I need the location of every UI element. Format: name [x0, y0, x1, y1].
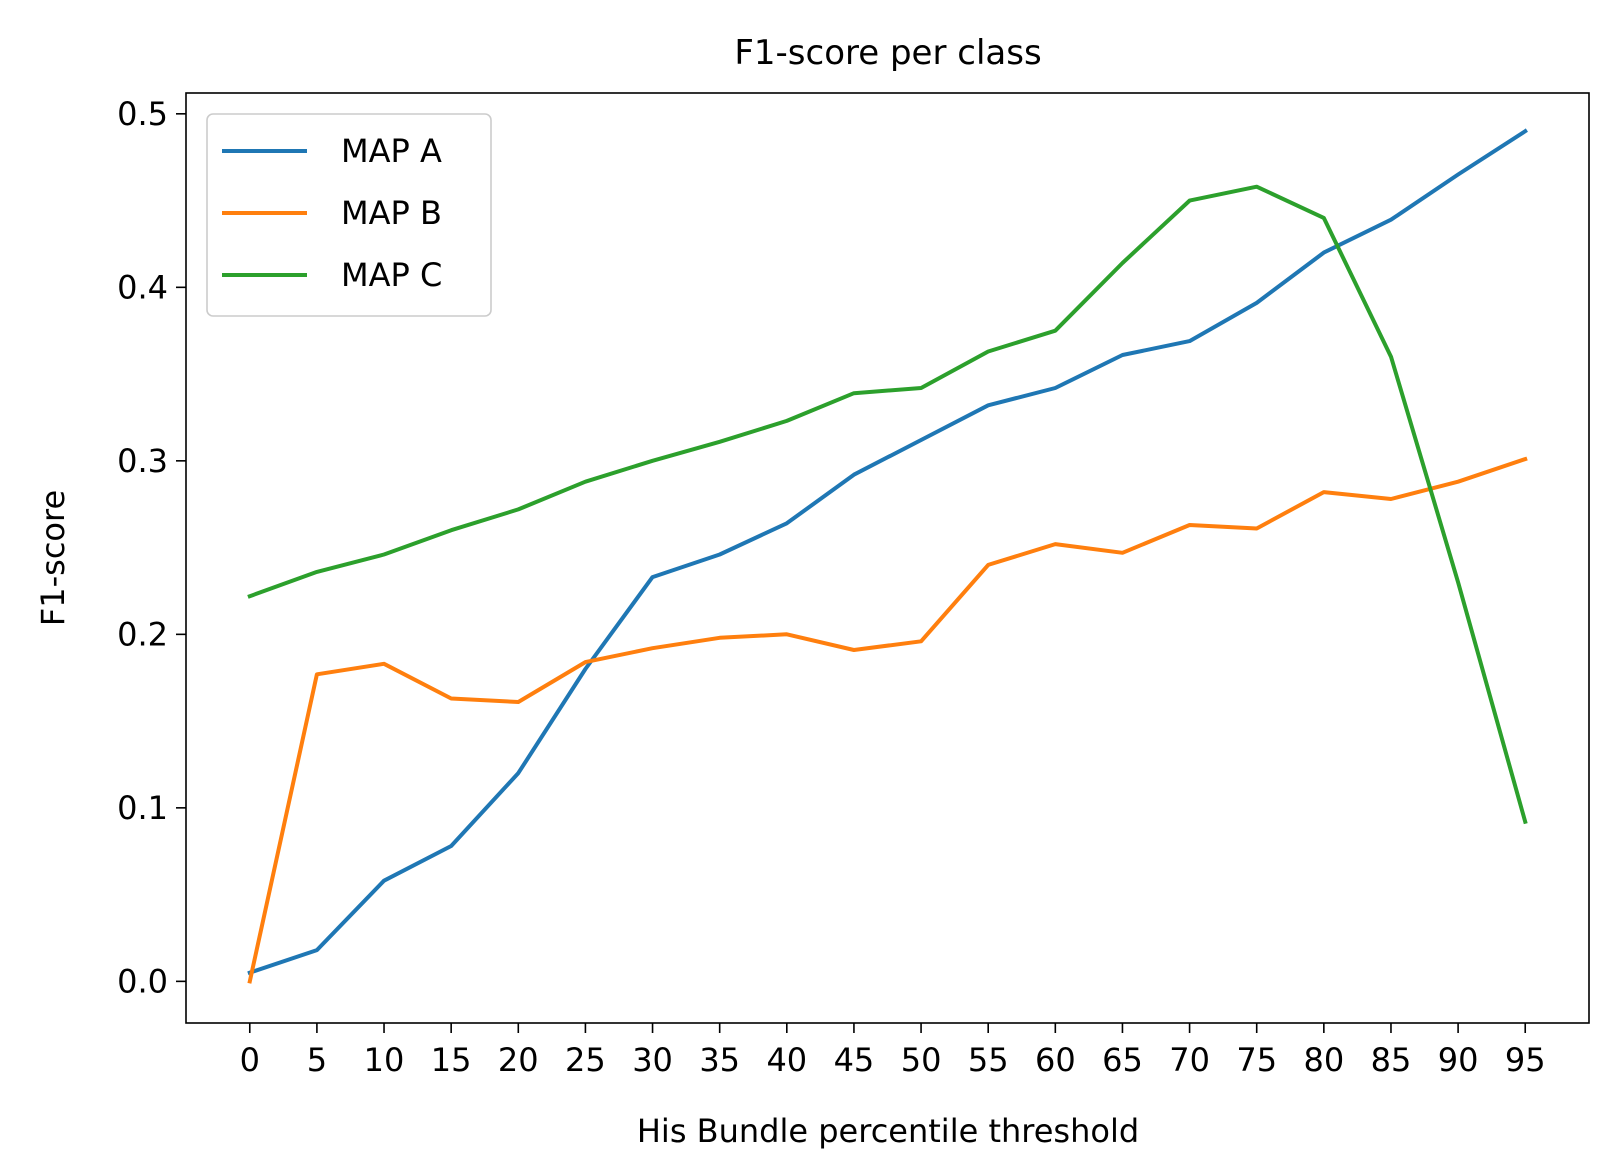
series-line-0 — [247, 128, 1528, 976]
x-tick-label: 10 — [364, 1041, 405, 1079]
y-tick-label: 0.2 — [117, 615, 168, 653]
x-tick-label: 90 — [1438, 1041, 1479, 1079]
x-tick-label: 35 — [699, 1041, 740, 1079]
x-tick-label: 80 — [1303, 1041, 1344, 1079]
y-tick-label: 0.4 — [117, 268, 168, 306]
x-tick-label: 0 — [240, 1041, 260, 1079]
x-tick-label: 20 — [498, 1041, 539, 1079]
x-axis-label: His Bundle percentile threshold — [637, 1112, 1139, 1150]
x-axis: 0 5 10 15 20 25 30 35 40 45 50 55 60 65 70 75 80 85 90 95 — [240, 1023, 1546, 1079]
legend-box — [206, 113, 492, 317]
y-tick-label: 0.1 — [117, 789, 168, 827]
y-tick-label: 0.0 — [117, 962, 168, 1000]
legend-label-2: MAP C — [341, 256, 442, 294]
y-tick-label: 0.5 — [117, 95, 168, 133]
x-tick-label: 40 — [766, 1041, 807, 1079]
x-tick-label: 25 — [565, 1041, 606, 1079]
series-line-2 — [247, 184, 1528, 825]
y-axis-label: F1-score — [34, 490, 72, 626]
x-tick-label: 50 — [901, 1041, 942, 1079]
legend-label-0: MAP A — [341, 132, 442, 170]
series-layer — [247, 128, 1528, 984]
x-tick-label: 85 — [1371, 1041, 1412, 1079]
legend: MAP A MAP B MAP C — [206, 113, 492, 317]
chart-title: F1-score per class — [734, 33, 1041, 73]
x-tick-label: 75 — [1236, 1041, 1277, 1079]
x-tick-label: 55 — [968, 1041, 1009, 1079]
y-tick-label: 0.3 — [117, 442, 168, 480]
x-tick-label: 5 — [307, 1041, 327, 1079]
legend-label-1: MAP B — [341, 194, 442, 232]
series-line-1 — [247, 456, 1528, 984]
x-tick-label: 15 — [431, 1041, 472, 1079]
x-tick-label: 60 — [1035, 1041, 1076, 1079]
x-tick-label: 65 — [1102, 1041, 1143, 1079]
x-tick-label: 95 — [1505, 1041, 1546, 1079]
x-tick-label: 70 — [1169, 1041, 1210, 1079]
x-tick-label: 45 — [834, 1041, 875, 1079]
x-tick-label: 30 — [632, 1041, 673, 1079]
plot-frame — [185, 92, 1590, 1024]
y-axis: 0.0 0.1 0.2 0.3 0.4 0.5 — [117, 95, 186, 1000]
